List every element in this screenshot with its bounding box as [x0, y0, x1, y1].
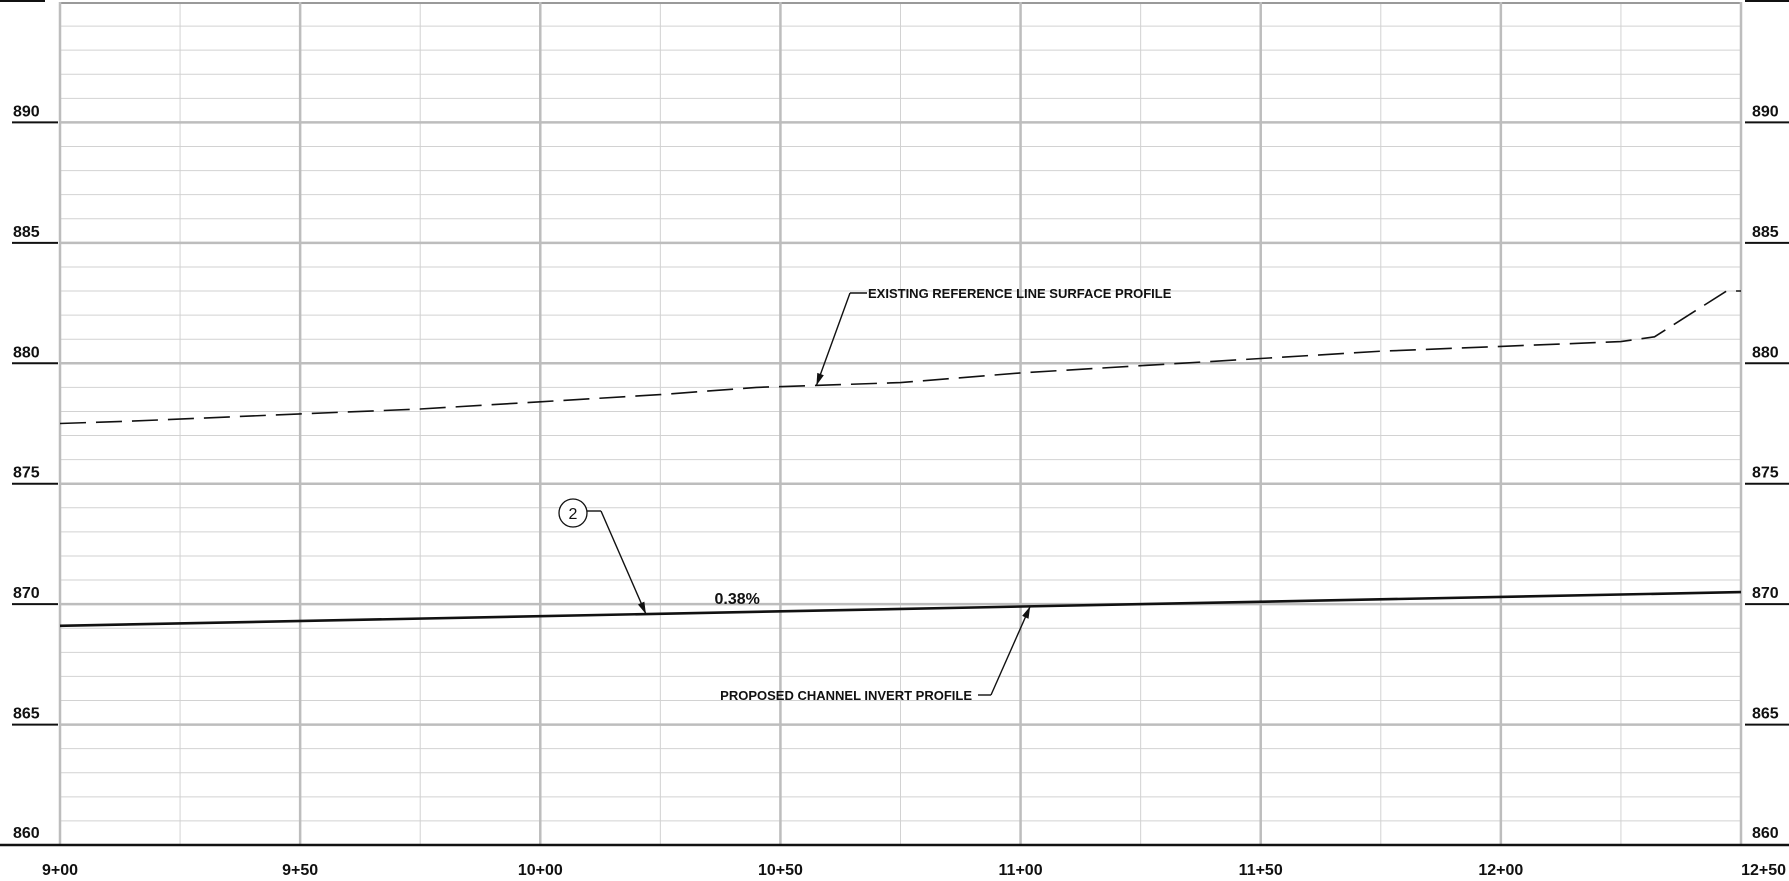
x-tick-label: 9+00: [42, 862, 78, 879]
callout-number: 2: [569, 506, 578, 523]
y-tick-label-right: 885: [1752, 224, 1779, 241]
callout-arrowhead: [637, 601, 646, 615]
annotations-layer: EXISTING REFERENCE LINE SURFACE PROFILE P…: [558, 286, 1172, 703]
existing-label-arrowhead: [816, 372, 824, 386]
y-tick-label-right: 865: [1752, 706, 1779, 723]
y-tick-label-left: 865: [13, 706, 40, 723]
minor-grid: [60, 2, 1741, 845]
y-tick-label-left: 875: [13, 465, 40, 482]
x-tick-label: 12+50: [1741, 862, 1786, 879]
x-tick-label: 11+50: [1239, 862, 1283, 879]
y-tick-label-right: 890: [1752, 103, 1779, 120]
tick-labels: 860 860 865 865 870 870 875 875 880 880 885 885 890 8…: [13, 103, 1786, 879]
y-tick-label-left: 885: [13, 224, 40, 241]
existing-profile-label: EXISTING REFERENCE LINE SURFACE PROFILE: [868, 286, 1172, 301]
axes: [0, 0, 1789, 847]
existing-label-leader: [815, 292, 851, 386]
y-tick-label-right: 880: [1752, 344, 1779, 361]
series-layer: [59, 290, 1742, 628]
y-tick-label-left: 870: [13, 585, 40, 602]
x-tick-label: 12+00: [1478, 862, 1523, 879]
x-tick-label: 10+50: [758, 862, 803, 879]
y-tick-label-left: 880: [13, 344, 40, 361]
y-tick-label-left: 890: [13, 103, 40, 120]
callout-bubble: [558, 498, 588, 528]
grade-label: 0.38%: [715, 591, 760, 608]
y-tick-label-right: 870: [1752, 585, 1779, 602]
y-tick-label-right: 875: [1752, 465, 1779, 482]
callout-leader: [600, 510, 647, 615]
x-tick-label: 10+00: [518, 862, 563, 879]
proposed-label-leader: [990, 606, 1031, 696]
proposed-channel-invert-line: [59, 590, 1742, 628]
x-tick-label: 9+50: [282, 862, 318, 879]
proposed-label-arrowhead: [1022, 606, 1031, 619]
proposed-profile-label: PROPOSED CHANNEL INVERT PROFILE: [720, 688, 972, 703]
major-grid: [58, 2, 1743, 845]
y-tick-label-right: 860: [1752, 825, 1779, 842]
x-tick-label: 11+00: [999, 862, 1043, 879]
y-tick-label-left: 860: [13, 825, 40, 842]
